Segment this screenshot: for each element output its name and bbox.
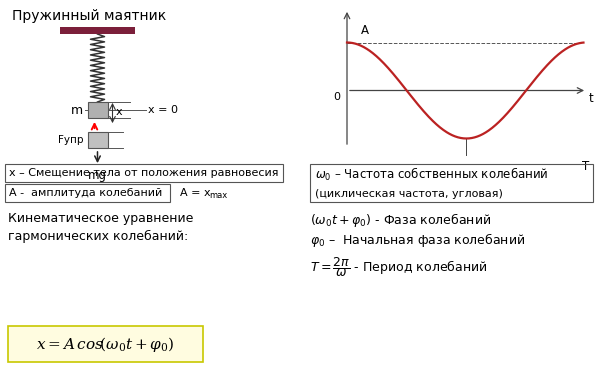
Text: Fупр: Fупр (58, 135, 83, 145)
Bar (88, 102, 107, 118)
Text: $\omega_0$ – Частота собственных колебаний: $\omega_0$ – Частота собственных колебан… (315, 166, 548, 183)
Text: x: x (115, 107, 122, 117)
Text: max: max (209, 192, 227, 201)
Text: Кинематическое уравнение
гармонических колебаний:: Кинематическое уравнение гармонических к… (8, 212, 193, 243)
Text: $T = \dfrac{2\pi}{\omega}$ - Период колебаний: $T = \dfrac{2\pi}{\omega}$ - Период коле… (310, 255, 487, 279)
Text: t: t (589, 93, 594, 106)
Text: (циклическая частота, угловая): (циклическая частота, угловая) (315, 189, 503, 199)
Text: Пружинный маятник: Пружинный маятник (12, 9, 166, 23)
Text: T: T (582, 160, 589, 173)
Text: mg: mg (88, 169, 107, 182)
Text: $x = A\,cos\!\left(\omega_0 t + \varphi_0\right)$: $x = A\,cos\!\left(\omega_0 t + \varphi_… (36, 334, 175, 353)
Text: А -  амплитуда колебаний: А - амплитуда колебаний (9, 188, 162, 198)
Text: 0: 0 (333, 93, 340, 103)
Text: x – Смещение тела от положения равновесия: x – Смещение тела от положения равновеси… (9, 168, 278, 178)
Text: $\varphi_0$ –  Начальная фаза колебаний: $\varphi_0$ – Начальная фаза колебаний (310, 231, 525, 249)
Text: x = 0: x = 0 (148, 105, 178, 115)
Text: A: A (361, 25, 369, 38)
Bar (60, 27, 135, 34)
Bar (310, 164, 593, 202)
Bar (5, 164, 283, 182)
Text: А = x: А = x (180, 188, 211, 198)
Bar (5, 184, 170, 202)
Text: m: m (71, 103, 83, 116)
Bar (8, 326, 203, 362)
Bar (88, 132, 107, 148)
Text: $\left(\omega_0 t + \varphi_0\right)$ - Фаза колебаний: $\left(\omega_0 t + \varphi_0\right)$ - … (310, 211, 491, 229)
